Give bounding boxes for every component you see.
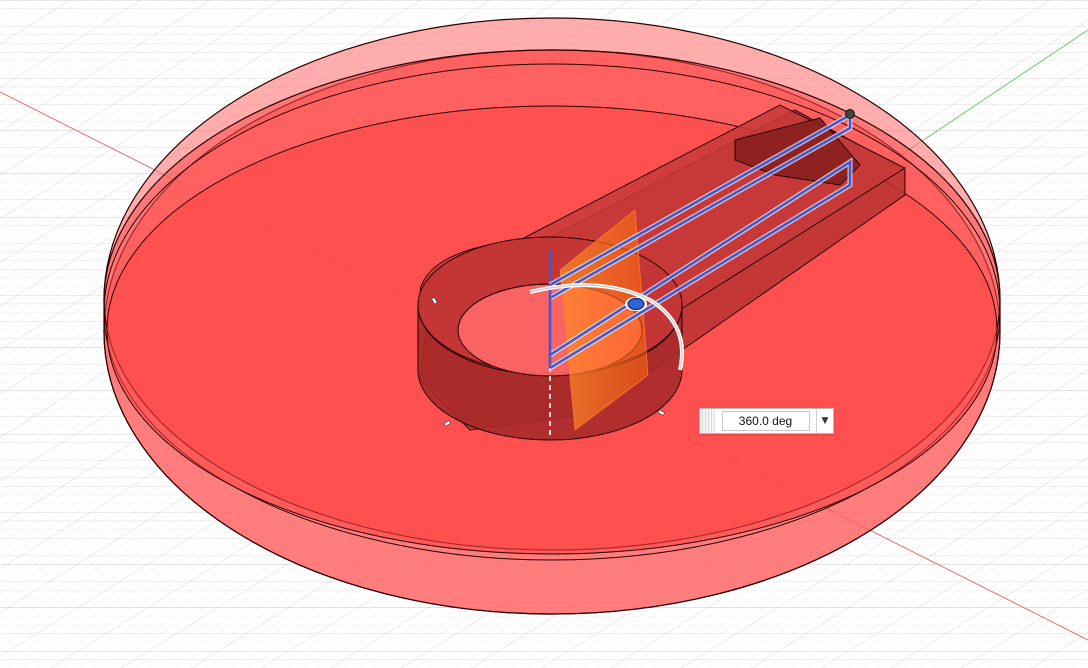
tick-markers <box>431 296 666 427</box>
input-grip[interactable] <box>700 409 715 433</box>
chevron-down-icon: ▼ <box>821 416 829 426</box>
angle-value-text[interactable]: 360.0 deg <box>721 411 810 431</box>
selected-profile[interactable] <box>548 110 853 371</box>
profile-endpoint[interactable] <box>845 109 855 119</box>
angle-field[interactable]: 360.0 deg <box>715 409 816 433</box>
revolve-angle-input[interactable]: 360.0 deg ▼ <box>699 408 834 434</box>
angle-manipulator[interactable] <box>529 283 684 371</box>
angle-handle[interactable] <box>625 297 647 311</box>
angle-dropdown-button[interactable]: ▼ <box>816 409 833 433</box>
